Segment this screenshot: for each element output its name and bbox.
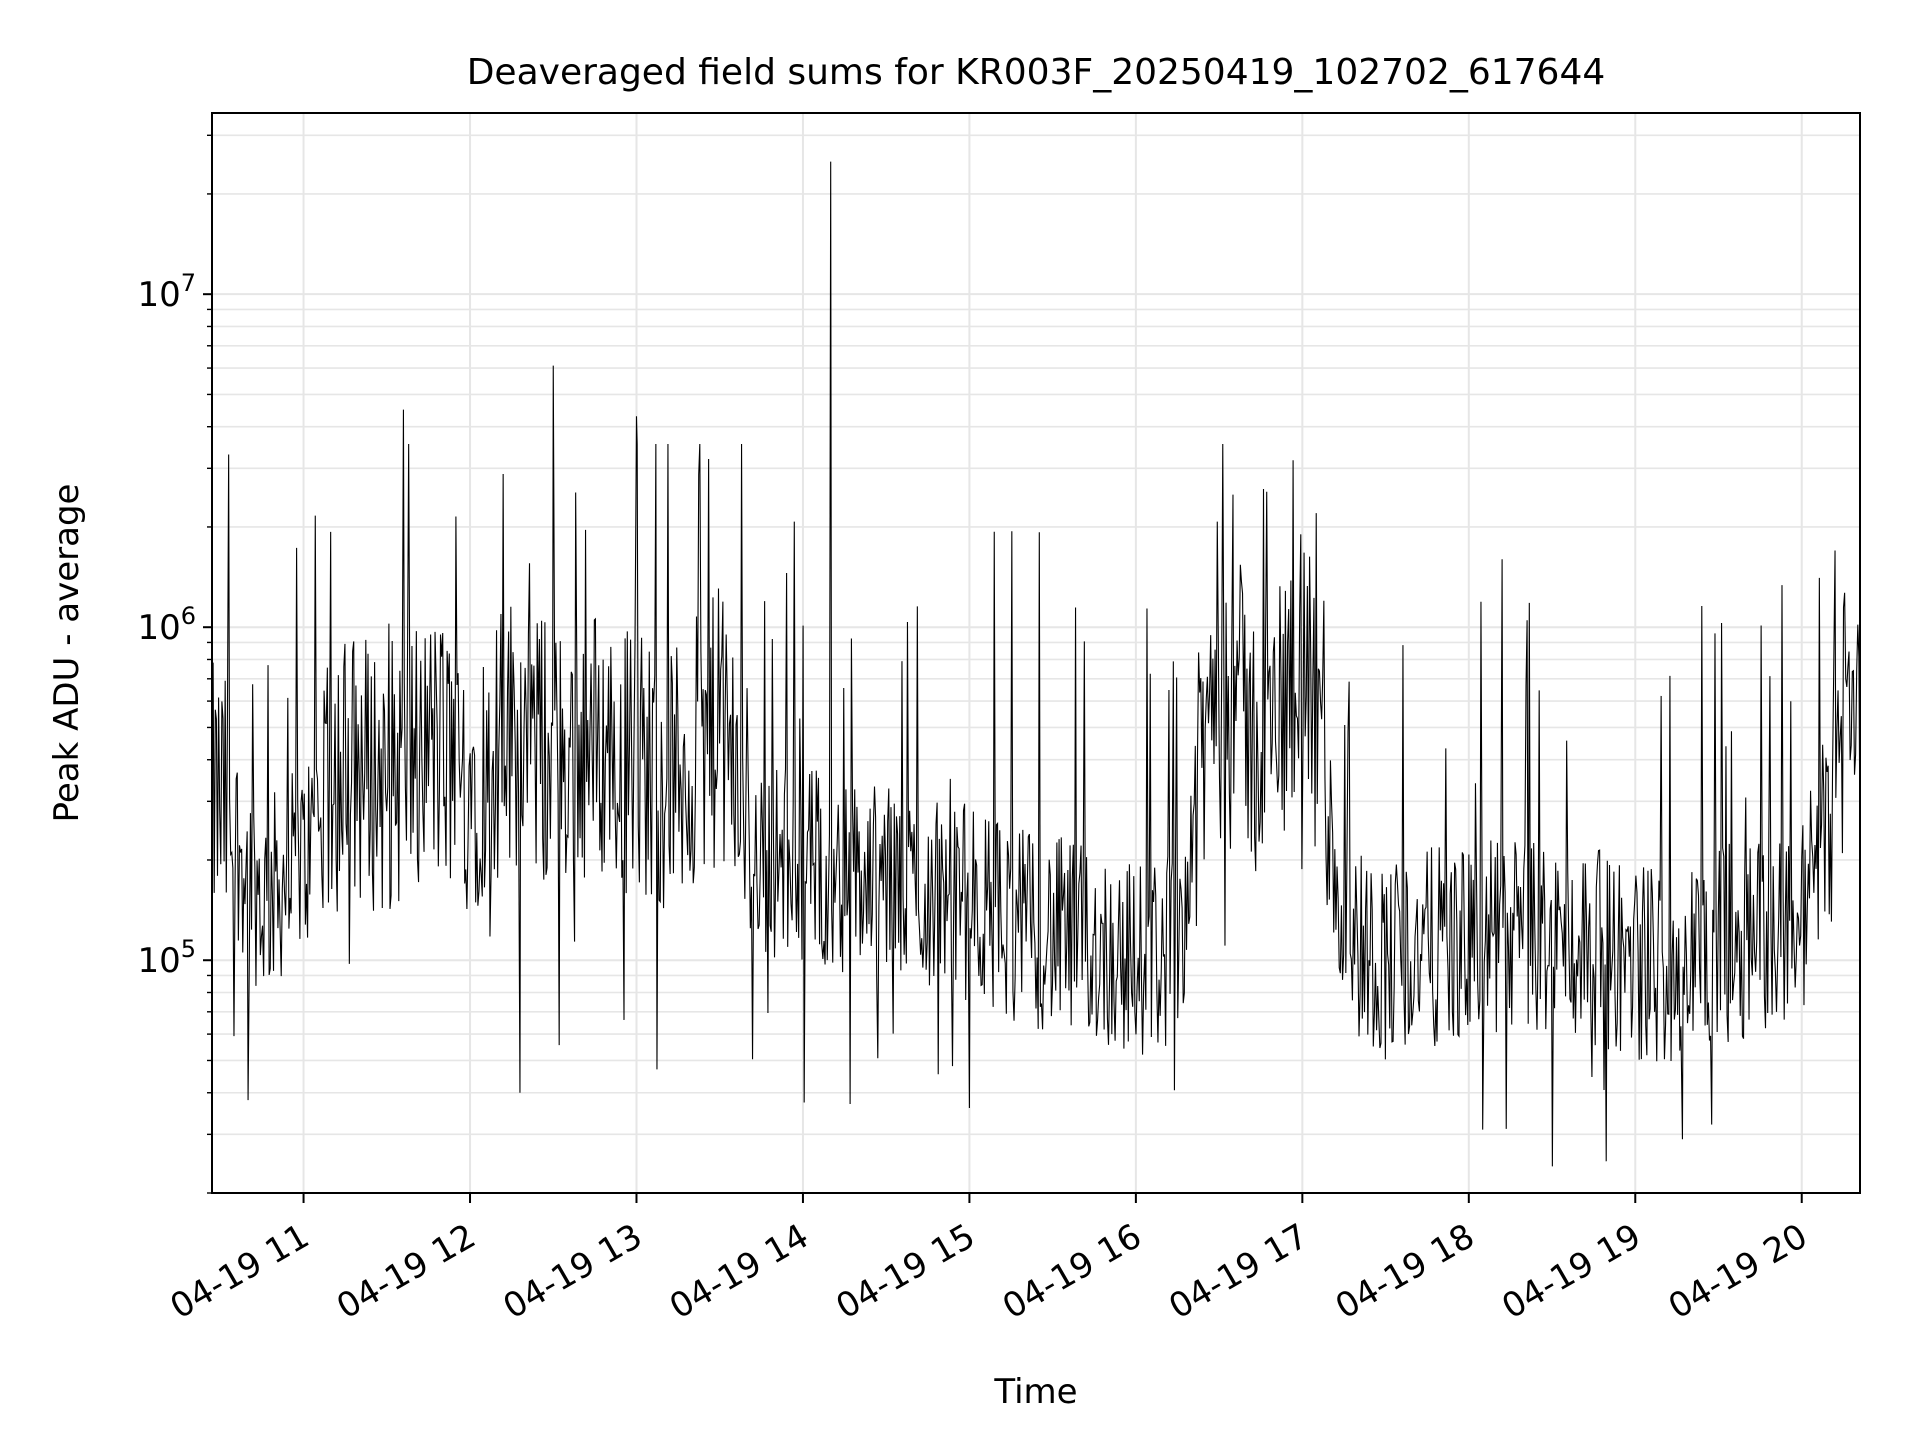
plot-frame <box>211 112 1861 1194</box>
y-tick-label: 106 <box>137 602 196 648</box>
y-tick-label-base: 10 <box>137 275 180 315</box>
y-tick-label: 105 <box>137 935 196 981</box>
x-axis-label: Time <box>993 1372 1077 1412</box>
y-tick-label-base: 10 <box>137 608 180 648</box>
y-tick-label-exponent: 6 <box>181 602 196 630</box>
y-axis-label: Peak ADU - average <box>47 484 87 823</box>
series-line-layer <box>211 161 1861 1167</box>
y-tick-label-exponent: 7 <box>181 269 196 297</box>
chart-title: Deaveraged field sums for KR003F_2025041… <box>467 52 1606 93</box>
y-tick-label-exponent: 5 <box>181 935 196 963</box>
grid <box>212 113 1860 1194</box>
y-tick-label: 107 <box>137 269 196 315</box>
series-line <box>211 161 1861 1167</box>
y-tick-label-base: 10 <box>137 941 180 981</box>
